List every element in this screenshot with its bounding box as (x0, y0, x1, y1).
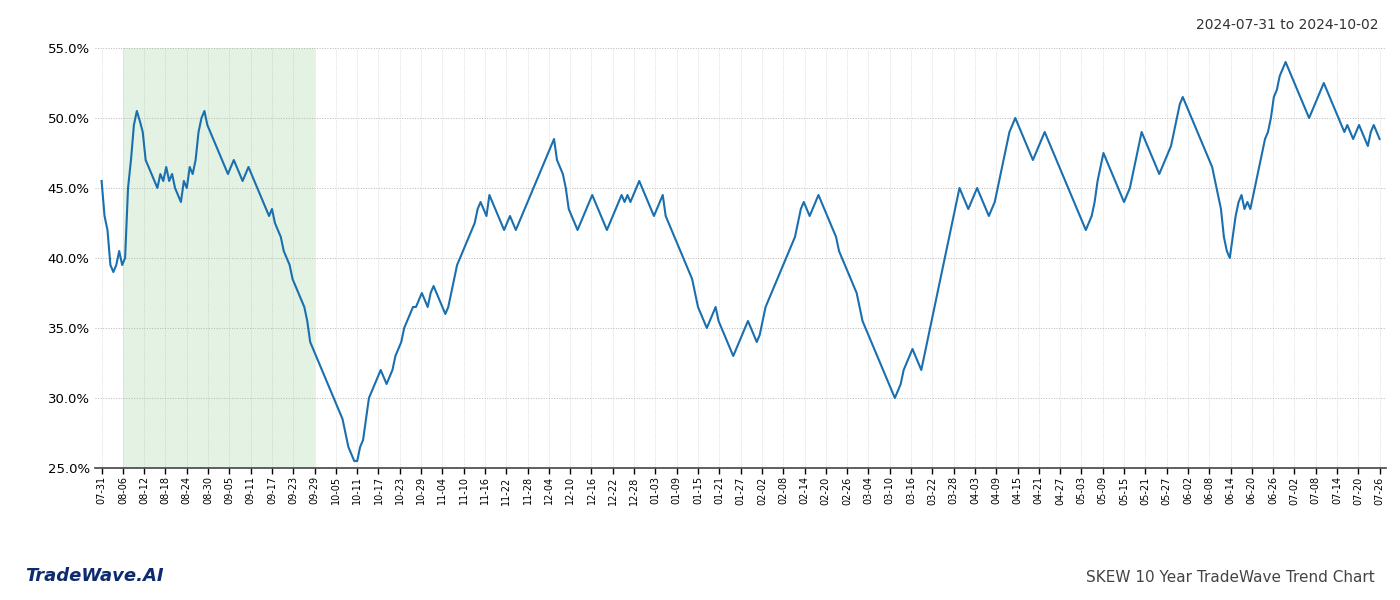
Bar (123, 48, 315, 468)
Text: TradeWave.AI: TradeWave.AI (25, 567, 164, 585)
Text: SKEW 10 Year TradeWave Trend Chart: SKEW 10 Year TradeWave Trend Chart (1086, 570, 1375, 585)
Text: 2024-07-31 to 2024-10-02: 2024-07-31 to 2024-10-02 (1197, 18, 1379, 32)
